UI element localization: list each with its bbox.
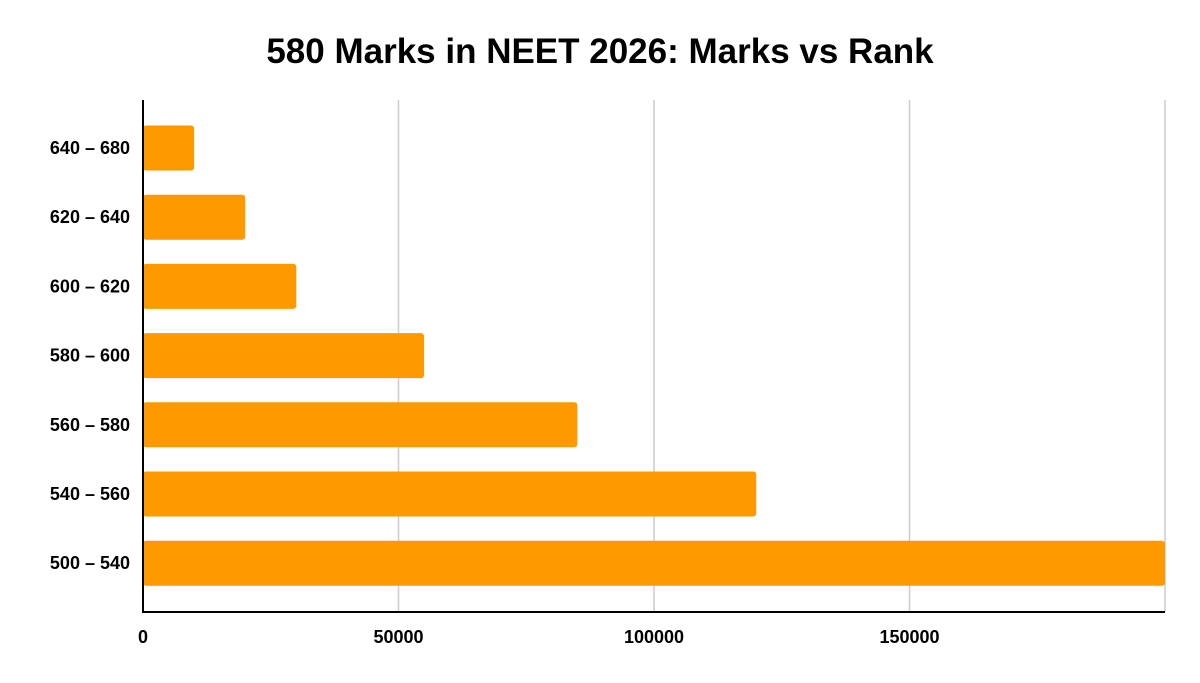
bar <box>143 263 297 309</box>
bar <box>143 333 425 379</box>
y-tick-label: 540 – 560 <box>50 484 130 504</box>
x-tick-label: 150000 <box>879 627 939 647</box>
y-tick-label: 600 – 620 <box>50 276 130 296</box>
y-tick-label: 620 – 640 <box>50 207 130 227</box>
axes <box>142 100 1165 613</box>
x-tick-label: 50000 <box>373 627 423 647</box>
bar <box>143 194 246 240</box>
y-tick-label: 500 – 540 <box>50 553 130 573</box>
bar <box>143 125 195 171</box>
x-tick-label: 0 <box>138 627 148 647</box>
bars <box>143 125 1165 586</box>
bar <box>143 471 757 517</box>
y-tick-label: 640 – 680 <box>50 138 130 158</box>
grid-lines <box>397 100 1166 612</box>
tick-labels: 640 – 680 620 – 640 600 – 620 580 – 600 560 … <box>50 138 940 647</box>
y-tick-label: 560 – 580 <box>50 415 130 435</box>
x-tick-label: 100000 <box>624 627 684 647</box>
bar <box>143 540 1165 586</box>
y-tick-label: 580 – 600 <box>50 346 130 366</box>
bar <box>143 402 578 448</box>
chart-title: 580 Marks in NEET 2026: Marks vs Rank <box>266 32 934 71</box>
